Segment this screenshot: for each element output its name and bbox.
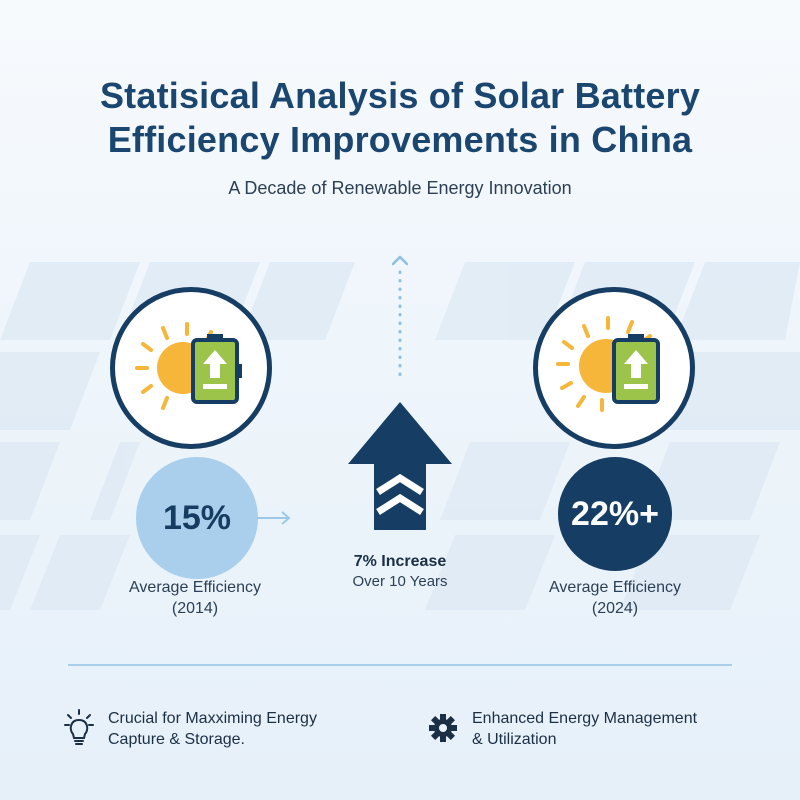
gear-icon bbox=[429, 714, 457, 742]
footer-note-capture: Crucial for Maxximing Energy Capture & S… bbox=[64, 708, 384, 750]
page-title: Statisical Analysis of Solar Battery Eff… bbox=[40, 74, 760, 162]
increase-subtitle: Over 10 Years bbox=[352, 573, 448, 590]
right-arrow-icon bbox=[257, 511, 291, 525]
title-line-2: Efficiency Improvements in China bbox=[107, 119, 693, 160]
stat-2014-label: Average Efficiency (2014) bbox=[129, 579, 261, 617]
right-sun-battery-badge bbox=[533, 287, 695, 449]
left-sun-battery-badge bbox=[110, 287, 272, 449]
title-line-1: Statisical Analysis of Solar Battery bbox=[99, 75, 701, 116]
dotted-up-guide bbox=[391, 255, 409, 382]
stat-2024-value: 22%+ bbox=[558, 457, 672, 571]
sun-battery-icon bbox=[556, 316, 660, 412]
lightbulb-icon bbox=[64, 709, 94, 745]
sun-battery-icon bbox=[135, 322, 242, 410]
stat-2024-label: Average Efficiency (2024) bbox=[549, 579, 681, 617]
page-subtitle: A Decade of Renewable Energy Innovation bbox=[228, 178, 572, 198]
increase-summary: 7% Increase Over 10 Years bbox=[320, 552, 480, 592]
stat-2014-value: 15% bbox=[136, 457, 258, 579]
increase-title: 7% Increase bbox=[353, 553, 447, 570]
section-divider bbox=[68, 664, 732, 666]
footer-note-management: Enhanced Energy Management & Utilization bbox=[428, 708, 748, 750]
up-arrow-icon bbox=[348, 402, 452, 530]
